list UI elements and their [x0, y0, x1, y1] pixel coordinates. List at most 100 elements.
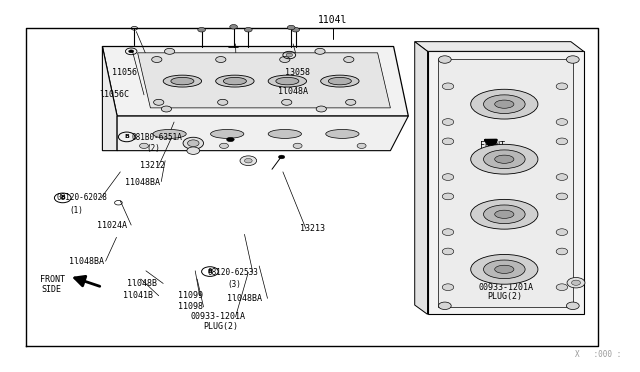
Circle shape	[218, 99, 228, 105]
Circle shape	[442, 83, 454, 90]
Circle shape	[227, 137, 234, 142]
Polygon shape	[117, 116, 408, 151]
Ellipse shape	[471, 89, 538, 119]
Ellipse shape	[495, 265, 514, 273]
Text: 11056: 11056	[112, 68, 137, 77]
Circle shape	[442, 284, 454, 291]
Text: SIDE: SIDE	[42, 285, 61, 294]
Ellipse shape	[163, 75, 202, 87]
Ellipse shape	[321, 75, 359, 87]
Text: 081B0-6351A: 081B0-6351A	[131, 133, 182, 142]
Circle shape	[442, 119, 454, 125]
Circle shape	[556, 248, 568, 255]
Circle shape	[280, 57, 290, 62]
Text: 11095: 11095	[223, 79, 248, 88]
Text: 11048BA: 11048BA	[125, 178, 160, 187]
Circle shape	[161, 106, 172, 112]
Circle shape	[572, 280, 580, 285]
Ellipse shape	[276, 77, 299, 85]
Ellipse shape	[171, 77, 194, 85]
Text: B: B	[60, 195, 65, 201]
Text: (1): (1)	[69, 206, 83, 215]
Text: 08120-62028: 08120-62028	[56, 193, 107, 202]
Text: B: B	[207, 269, 212, 274]
Text: SIDE: SIDE	[483, 151, 503, 160]
Circle shape	[293, 143, 302, 148]
Circle shape	[140, 143, 148, 148]
Circle shape	[282, 99, 292, 105]
Circle shape	[556, 174, 568, 180]
Text: 00933-1201A: 00933-1201A	[191, 312, 246, 321]
Circle shape	[230, 25, 237, 29]
Text: 11099: 11099	[178, 291, 203, 300]
Text: 13213: 13213	[300, 224, 324, 233]
Circle shape	[188, 140, 199, 147]
Polygon shape	[415, 42, 428, 314]
Ellipse shape	[484, 205, 525, 224]
Text: B: B	[124, 134, 129, 140]
Text: 1l048BA: 1l048BA	[69, 257, 104, 266]
Circle shape	[244, 158, 252, 163]
Circle shape	[187, 147, 200, 154]
Text: (3): (3)	[227, 280, 241, 289]
Circle shape	[240, 156, 257, 166]
Circle shape	[566, 56, 579, 63]
Circle shape	[442, 174, 454, 180]
Circle shape	[164, 48, 175, 54]
Text: 00933-1201A: 00933-1201A	[479, 283, 534, 292]
Text: X   :000 :: X :000 :	[575, 350, 621, 359]
Ellipse shape	[216, 75, 254, 87]
Circle shape	[292, 28, 300, 32]
Circle shape	[556, 284, 568, 291]
Circle shape	[220, 143, 228, 148]
Ellipse shape	[268, 75, 307, 87]
Circle shape	[556, 138, 568, 145]
Polygon shape	[438, 59, 573, 307]
Circle shape	[286, 53, 292, 57]
Ellipse shape	[471, 144, 538, 174]
Circle shape	[244, 28, 252, 32]
Ellipse shape	[471, 254, 538, 284]
Text: 1l048A: 1l048A	[278, 87, 308, 96]
Circle shape	[315, 48, 325, 54]
Ellipse shape	[495, 210, 514, 218]
Circle shape	[442, 229, 454, 235]
Ellipse shape	[153, 129, 186, 138]
Circle shape	[287, 25, 295, 30]
Circle shape	[344, 57, 354, 62]
Text: 08120-62533: 08120-62533	[208, 268, 259, 277]
Text: (2): (2)	[146, 144, 160, 153]
Circle shape	[567, 278, 585, 288]
Ellipse shape	[326, 129, 359, 138]
Circle shape	[216, 57, 226, 62]
Ellipse shape	[484, 260, 525, 279]
Text: PLUG(2): PLUG(2)	[488, 292, 523, 301]
Ellipse shape	[268, 129, 301, 138]
Circle shape	[566, 302, 579, 310]
Circle shape	[442, 138, 454, 145]
Ellipse shape	[223, 77, 246, 85]
Polygon shape	[428, 51, 584, 314]
Circle shape	[129, 50, 134, 53]
Circle shape	[357, 143, 366, 148]
Circle shape	[556, 83, 568, 90]
Ellipse shape	[471, 199, 538, 229]
Circle shape	[183, 137, 204, 149]
Text: 11024A: 11024A	[97, 221, 127, 230]
Circle shape	[442, 193, 454, 200]
Text: FRONT: FRONT	[480, 141, 505, 150]
Text: 11098: 11098	[178, 302, 203, 311]
Circle shape	[346, 99, 356, 105]
Text: 1l048B: 1l048B	[127, 279, 157, 288]
Text: PLUG(2): PLUG(2)	[204, 322, 239, 331]
Text: 1104l: 1104l	[318, 16, 348, 25]
Text: FRONT: FRONT	[40, 275, 65, 284]
Circle shape	[556, 119, 568, 125]
Ellipse shape	[495, 100, 514, 108]
Circle shape	[556, 229, 568, 235]
Text: 13212: 13212	[140, 161, 164, 170]
Circle shape	[442, 248, 454, 255]
Circle shape	[316, 106, 326, 112]
Polygon shape	[138, 53, 390, 108]
Text: 1l048BA: 1l048BA	[227, 294, 262, 303]
